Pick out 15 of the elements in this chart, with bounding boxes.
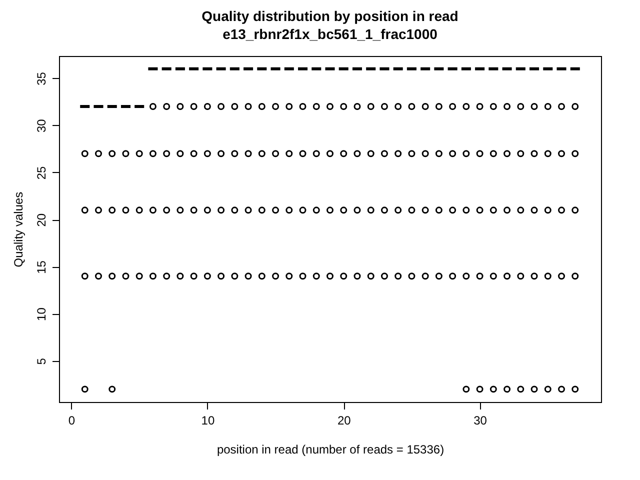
y-tick-label: 5 [34, 358, 48, 365]
y-tick-label: 15 [34, 260, 48, 274]
x-tick-label: 20 [337, 414, 352, 428]
x-tick-label: 0 [68, 414, 76, 428]
y-tick-label: 25 [34, 166, 48, 180]
chart-title: Quality distribution by position in read [202, 8, 458, 24]
y-tick-label: 20 [34, 213, 48, 227]
x-tick-label: 10 [201, 414, 215, 428]
y-tick-label: 10 [34, 307, 48, 321]
y-tick-label: 35 [34, 72, 48, 86]
chart-subtitle: e13_rbnr2f1x_bc561_1_frac1000 [222, 26, 438, 42]
x-axis-title: position in read (number of reads = 15336) [216, 442, 444, 456]
x-tick-label: 30 [474, 414, 488, 428]
y-axis-title: Quality values [12, 192, 26, 268]
y-tick-label: 30 [34, 118, 48, 133]
